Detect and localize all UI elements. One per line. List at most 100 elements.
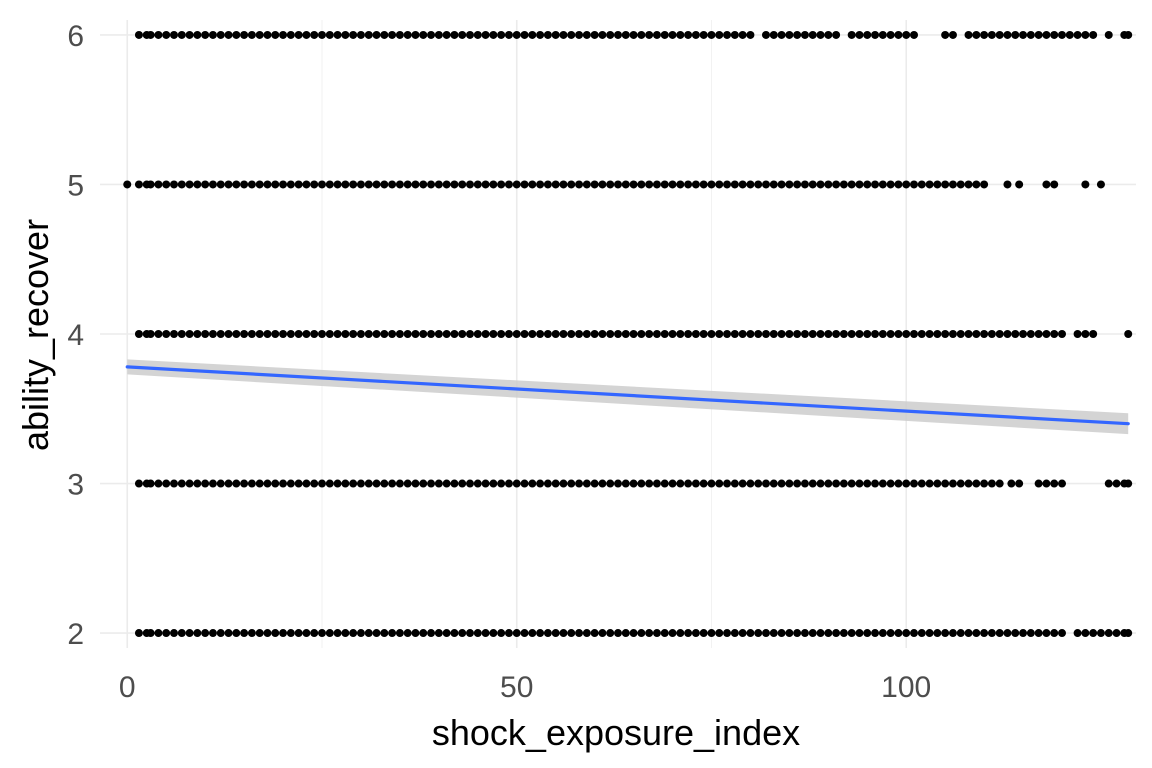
- data-point: [777, 180, 786, 189]
- x-tick-label: 0: [119, 671, 136, 704]
- data-point: [575, 629, 584, 638]
- data-point: [948, 30, 957, 39]
- data-point: [621, 629, 630, 638]
- data-point: [349, 30, 358, 39]
- data-point: [411, 629, 420, 638]
- data-point: [567, 30, 576, 39]
- data-point: [536, 629, 545, 638]
- data-point: [146, 479, 155, 488]
- data-point: [567, 479, 576, 488]
- data-point: [450, 180, 459, 189]
- data-point: [395, 479, 404, 488]
- data-point: [910, 180, 918, 189]
- data-point: [598, 479, 607, 488]
- data-point: [707, 180, 716, 189]
- data-point: [232, 479, 241, 488]
- data-point: [551, 180, 560, 189]
- data-point: [481, 30, 490, 39]
- data-point: [536, 330, 545, 338]
- data-point: [170, 479, 178, 488]
- data-point: [863, 629, 872, 638]
- data-point: [450, 629, 459, 638]
- data-point: [871, 330, 880, 338]
- data-point: [832, 629, 841, 638]
- data-point: [816, 330, 825, 338]
- data-point: [341, 30, 350, 39]
- data-point: [240, 180, 249, 189]
- data-point: [1112, 629, 1121, 638]
- data-point: [520, 30, 529, 39]
- data-point: [481, 479, 490, 488]
- data-point: [567, 629, 576, 638]
- data-point: [154, 180, 163, 189]
- data-point: [466, 629, 474, 638]
- data-point: [427, 30, 436, 39]
- data-point: [388, 479, 397, 488]
- data-point: [208, 30, 217, 39]
- data-point: [1011, 30, 1020, 39]
- data-point: [442, 30, 451, 39]
- data-point: [785, 30, 794, 39]
- data-point: [863, 180, 872, 189]
- data-point: [551, 629, 560, 638]
- data-point: [1104, 30, 1113, 39]
- data-point: [216, 180, 225, 189]
- data-point: [341, 330, 350, 338]
- data-point: [473, 180, 482, 189]
- data-point: [886, 30, 895, 39]
- data-point: [707, 629, 716, 638]
- x-axis-tick-labels: 0 50 100: [119, 671, 931, 704]
- data-point: [606, 330, 615, 338]
- data-point: [1089, 629, 1098, 638]
- data-point: [598, 180, 607, 189]
- data-point: [676, 30, 685, 39]
- data-point: [177, 180, 186, 189]
- data-point: [855, 330, 864, 338]
- data-point: [208, 330, 217, 338]
- data-point: [247, 330, 256, 338]
- data-point: [894, 180, 903, 189]
- data-point: [980, 629, 989, 638]
- data-point: [271, 330, 280, 338]
- data-point: [754, 180, 763, 189]
- data-point: [746, 629, 755, 638]
- data-point: [894, 30, 903, 39]
- data-point: [201, 629, 210, 638]
- data-point: [1011, 629, 1020, 638]
- data-point: [590, 479, 599, 488]
- data-point: [1058, 629, 1066, 638]
- data-point: [886, 180, 895, 189]
- data-point: [660, 479, 669, 488]
- data-point: [162, 330, 171, 338]
- data-point: [286, 30, 295, 39]
- data-point: [364, 330, 373, 338]
- data-point: [216, 330, 225, 338]
- data-point: [941, 629, 950, 638]
- data-point: [824, 479, 833, 488]
- data-point: [286, 180, 295, 189]
- data-point: [824, 330, 833, 338]
- data-point: [419, 479, 428, 488]
- data-point: [660, 180, 669, 189]
- data-point: [146, 629, 155, 638]
- data-point: [146, 330, 155, 338]
- data-point: [832, 30, 841, 39]
- data-point: [800, 330, 809, 338]
- data-point: [1081, 629, 1090, 638]
- data-point: [855, 180, 864, 189]
- data-point: [1050, 479, 1059, 488]
- data-point: [699, 330, 708, 338]
- data-point: [808, 330, 817, 338]
- data-point: [185, 30, 194, 39]
- data-point: [279, 330, 288, 338]
- data-point: [434, 180, 443, 189]
- data-point: [816, 180, 825, 189]
- data-point: [201, 330, 210, 338]
- data-point: [559, 30, 568, 39]
- data-point: [699, 30, 708, 39]
- data-point: [645, 180, 654, 189]
- data-point: [1026, 30, 1035, 39]
- data-point: [933, 330, 942, 338]
- data-point: [185, 629, 194, 638]
- data-point: [380, 629, 389, 638]
